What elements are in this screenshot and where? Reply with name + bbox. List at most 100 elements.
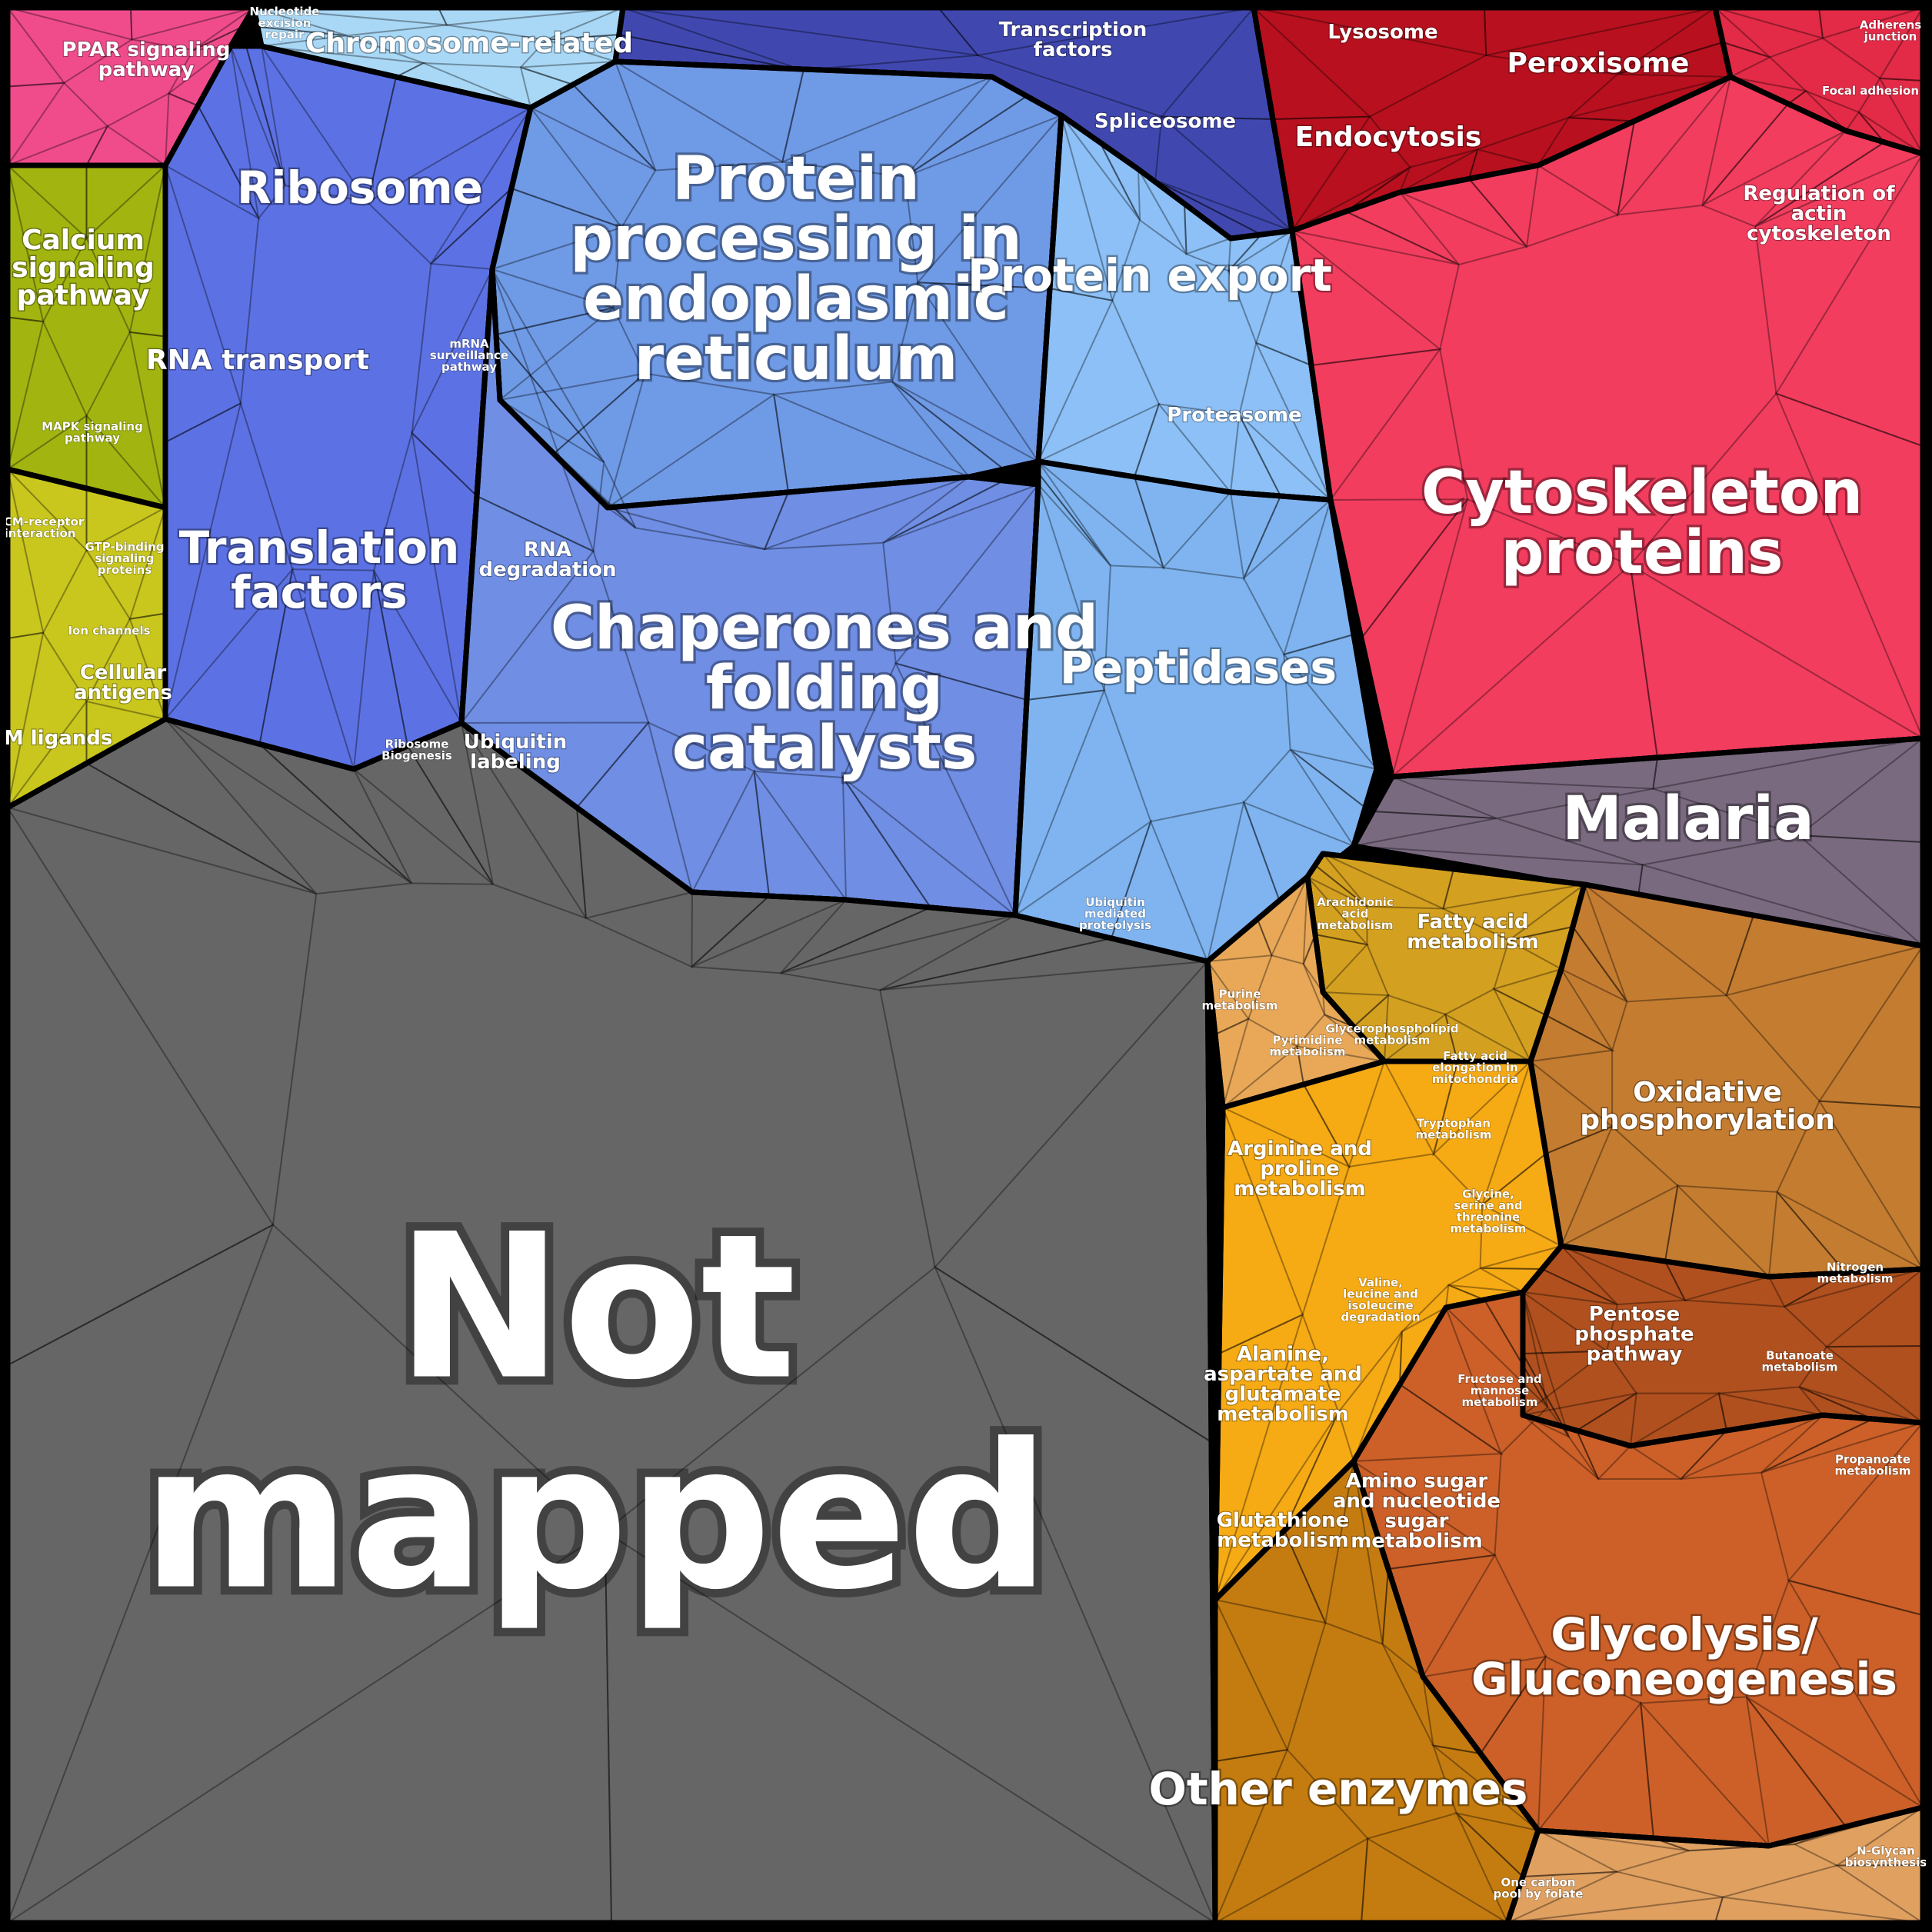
label-line: Endocytosis (1295, 122, 1482, 153)
label-protein-export: Protein export (968, 249, 1332, 301)
label-line: MAPK signaling (42, 419, 143, 433)
label-proteasome: Proteasome (1167, 404, 1301, 427)
label-line: Peptidases (1060, 641, 1337, 694)
label-line: proteins (1501, 518, 1784, 588)
label-line: Gluconeogenesis (1471, 1653, 1897, 1705)
label-pyrimidine-metabolism: Pyrimidine metabolism (1270, 1033, 1346, 1058)
label-one-carbon-pool-by-folate: One carbon pool by folate (1494, 1875, 1584, 1900)
label-line: actin (1791, 202, 1847, 225)
cell (1606, 1299, 1828, 1394)
region-onecarbon (1504, 1804, 1926, 1926)
label-rna-transport: RNA transport (146, 345, 369, 376)
cell (271, 882, 936, 1533)
label-not-mapped: Not mapped (142, 1192, 1050, 1634)
label-line: metabolism (1217, 1403, 1349, 1426)
label-line: reticulum (635, 325, 958, 394)
label-line: threonine (1457, 1210, 1520, 1224)
label-line: Oxidative (1633, 1077, 1782, 1108)
label-line: Ion channels (68, 624, 150, 638)
label-line: catalysts (672, 714, 978, 783)
label-protein-processing-in-endoplasmic-reticulum: Protein processing in endoplasmic reticulum (570, 145, 1021, 394)
label-mrna-surveillance-pathway: mRNA surveillance pathway (430, 337, 508, 374)
label-line: elongation in (1432, 1061, 1518, 1074)
label-line: metabolism (1202, 998, 1278, 1012)
label-ecm-receptor-interaction: ECM-receptor interaction (0, 515, 85, 540)
label-line: Pentose (1589, 1303, 1681, 1326)
cell (42, 548, 132, 704)
label-line: Cellular (80, 661, 167, 685)
label-tryptophan-metabolism: Tryptophan metabolism (1416, 1116, 1492, 1141)
label-line: Glutathione (1217, 1509, 1350, 1532)
label-peptidases: Peptidases (1060, 641, 1337, 694)
label-gtp-binding-signaling-proteins: GTP-binding signaling proteins (85, 540, 164, 577)
cell (1366, 905, 1510, 1016)
label-line: Spliceosome (1094, 110, 1236, 133)
label-n-glycan-biosynthesis: N-Glycan biosynthesis (1845, 1844, 1927, 1869)
label-line: metabolism (1217, 1529, 1349, 1552)
label-line: Glycolysis/ (1551, 1608, 1818, 1661)
label-line: antigens (74, 681, 172, 705)
label-line: metabolism (1234, 1178, 1366, 1201)
label-line: Lysosome (1327, 21, 1437, 44)
label-line: Valine, (1358, 1275, 1403, 1289)
label-line: Butanoate (1766, 1348, 1834, 1362)
label-line: signaling (12, 252, 155, 284)
label-line: pathway (17, 280, 150, 311)
cell (592, 459, 897, 779)
label-mapk-signaling-pathway: MAPK signaling pathway (42, 419, 143, 445)
label-line: Peroxisome (1507, 48, 1690, 79)
label-line: Glycerophospholipid (1325, 1021, 1458, 1035)
region-purine-border (1204, 874, 1387, 1111)
label-endocytosis: Endocytosis (1295, 122, 1482, 153)
label-line: Fatty acid (1443, 1049, 1507, 1063)
label-line: pathway (98, 58, 195, 82)
label-line: excision (258, 16, 311, 30)
label-ribosome: Ribosome (237, 162, 483, 214)
label-line: endoplasmic (583, 265, 1009, 334)
cell (1111, 218, 1257, 416)
label-line: biosynthesis (1845, 1855, 1927, 1869)
label-line: phosphorylation (1580, 1104, 1834, 1136)
label-spliceosome: Spliceosome (1094, 110, 1236, 133)
label-line: Not (396, 1192, 797, 1424)
region-fattyacid-cells (1306, 852, 1586, 1064)
label-line: RNA transport (146, 345, 369, 376)
label-focal-adhesion: Focal adhesion (1822, 84, 1919, 98)
label-line: proteolysis (1079, 918, 1151, 932)
cell (1494, 1405, 1790, 1704)
label-line: metabolism (1835, 1464, 1911, 1477)
label-other-enzymes: Other enzymes (1149, 1763, 1528, 1815)
label-line: serine and (1454, 1198, 1522, 1212)
label-ubiquitin-mediated-proteolysis: Ubiquitin mediated proteolysis (1079, 895, 1151, 932)
label-line: Protein export (968, 249, 1332, 301)
label-line: metabolism (1462, 1395, 1538, 1409)
label-rna-degradation: RNA degradation (478, 538, 616, 581)
label-ppar-signaling-pathway: PPAR signaling pathway (62, 38, 231, 82)
label-line: Proteasome (1167, 404, 1301, 427)
label-line: Biogenesis (381, 748, 452, 762)
label-regulation-of-actin-cytoskeleton: Regulation of actin cytoskeleton (1743, 182, 1895, 245)
label-line: Fructose and (1457, 1372, 1542, 1386)
label-line: Fatty acid (1417, 911, 1528, 934)
label-arginine-and-proline-metabolism: Arginine and proline metabolism (1227, 1138, 1372, 1201)
label-pentose-phosphate-pathway: Pentose phosphate pathway (1574, 1303, 1694, 1366)
cell (62, 38, 195, 128)
label-line: sugar (1385, 1510, 1449, 1533)
cell (1368, 54, 1620, 168)
label-propanoate-metabolism: Propanoate metabolism (1835, 1452, 1911, 1477)
label-line: degradation (1341, 1310, 1420, 1324)
label-fatty-acid-metabolism: Fatty acid metabolism (1407, 911, 1539, 954)
label-nitrogen-metabolism: Nitrogen metabolism (1817, 1260, 1894, 1285)
label-line: Chaperones and (551, 594, 1098, 663)
label-line: Chromosome-related (305, 28, 633, 59)
label-fatty-acid-elongation-in-mitochondria: Fatty acid elongation in mitochondria (1432, 1049, 1518, 1086)
label-arachidonic-acid-metabolism: Arachidonic acid metabolism (1317, 895, 1394, 932)
cell (42, 236, 131, 418)
label-line: Tryptophan (1417, 1116, 1491, 1130)
label-line: processing in (570, 205, 1021, 274)
label-line: metabolism (1762, 1360, 1838, 1374)
label-line: metabolism (1270, 1044, 1346, 1058)
label-oxidative-phosphorylation: Oxidative phosphorylation (1580, 1077, 1834, 1136)
label-line: proline (1260, 1158, 1339, 1181)
label-fructose-and-mannose-metabolism: Fructose and mannose metabolism (1457, 1372, 1542, 1409)
